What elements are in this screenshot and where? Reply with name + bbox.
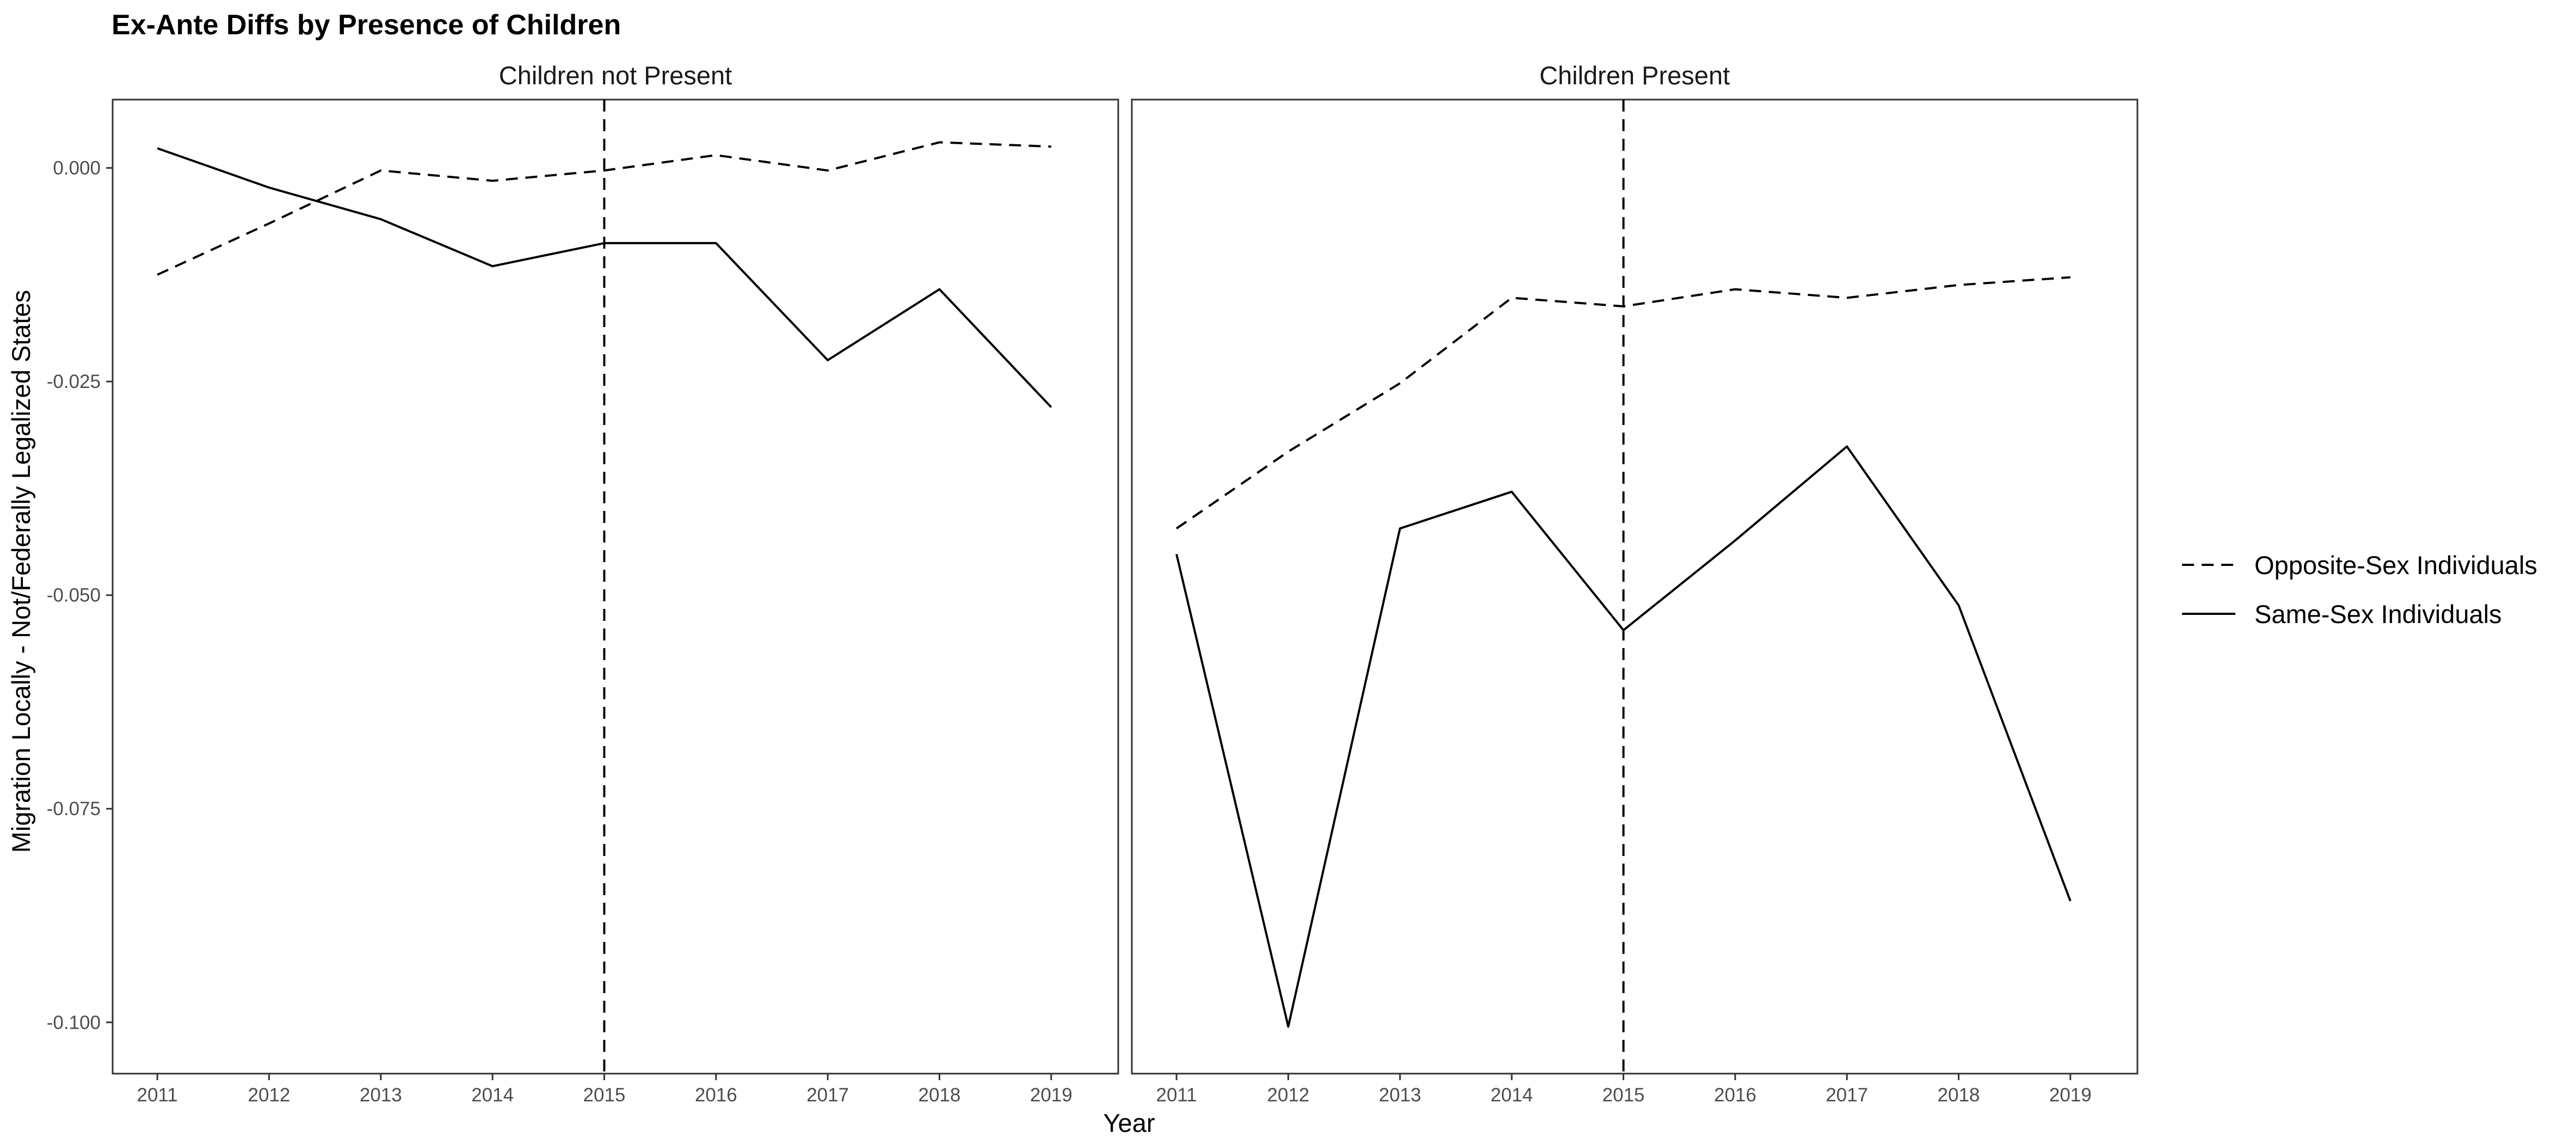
panel-border: [1131, 98, 2139, 1075]
series-line-opposite-sex: [1175, 276, 2070, 529]
y-tick-label: -0.025: [47, 371, 101, 392]
x-tick-label: 2012: [248, 1085, 291, 1106]
y-tick-label: 0.000: [53, 158, 101, 179]
x-tick-label: 2013: [1379, 1085, 1421, 1106]
legend-label: Opposite-Sex Individuals: [2254, 551, 2537, 580]
y-axis-label: Migration Locally - Not/Federally Legali…: [7, 290, 35, 853]
series-line-same-sex: [1175, 445, 2072, 1028]
x-tick-label: 2016: [695, 1085, 737, 1106]
x-tick-label: 2015: [583, 1085, 626, 1106]
x-tick-label: 2015: [1603, 1085, 1645, 1106]
panel-1: Children not Present 2011 2012 2013 2014 2015…: [47, 61, 1119, 1106]
x-tick-label: 2017: [1826, 1085, 1868, 1106]
y-tick-label: -0.075: [47, 798, 101, 820]
x-axis-label: Year: [1104, 1108, 1155, 1137]
x-tick-label: 2016: [1714, 1085, 1757, 1106]
x-tick-label: 2018: [1938, 1085, 1980, 1106]
y-tick-label: -0.100: [47, 1012, 101, 1033]
x-tick-label: 2013: [360, 1085, 402, 1106]
chart-title: Ex-Ante Diffs by Presence of Children: [112, 9, 621, 41]
series-line-same-sex: [157, 147, 1052, 408]
y-tick-label: -0.050: [47, 585, 101, 606]
panel-title: Children Present: [1539, 61, 1730, 90]
legend-label: Same-Sex Individuals: [2254, 600, 2502, 629]
x-tick-label: 2011: [137, 1085, 178, 1106]
x-tick-label: 2017: [806, 1085, 849, 1106]
x-tick-label: 2014: [471, 1085, 514, 1106]
x-tick-label: 2019: [2049, 1085, 2092, 1106]
x-tick-label: 2019: [1030, 1085, 1073, 1106]
x-tick-label: 2018: [919, 1085, 961, 1106]
series-line-opposite-sex: [157, 141, 1051, 276]
panel-border: [112, 98, 1119, 1075]
x-tick-label: 2011: [1156, 1085, 1197, 1106]
x-tick-label: 2012: [1267, 1085, 1310, 1106]
x-tick-label: 2014: [1490, 1085, 1533, 1106]
chart-panels: Children not Present 2011 2012 2013 2014 2015…: [47, 61, 2139, 1106]
chart-legend: Opposite-Sex Individuals Same-Sex Individ…: [2182, 551, 2537, 629]
panel-title: Children not Present: [499, 61, 732, 90]
panel-2: Children Present 2011 2012 2013 2014 2015 2016…: [1131, 61, 2139, 1106]
